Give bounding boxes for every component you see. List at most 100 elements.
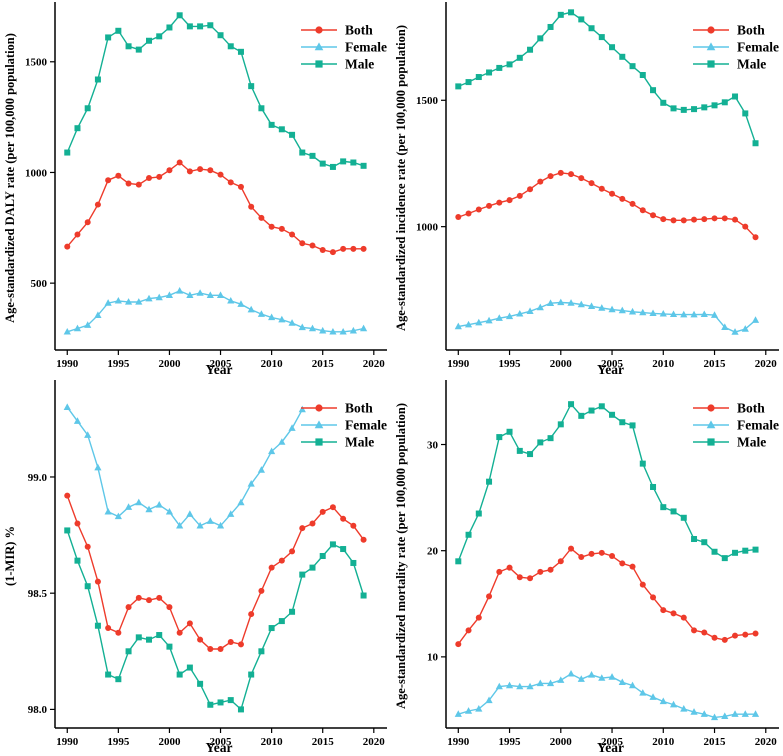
data-point-both (176, 629, 183, 636)
x-tick-label: 2005 (601, 358, 624, 370)
data-point-male (578, 16, 585, 23)
data-point-both (248, 611, 255, 618)
data-point-both (186, 620, 193, 627)
data-point-female (536, 303, 544, 311)
data-point-both (74, 231, 81, 238)
y-tick-label: 30 (427, 439, 439, 451)
data-point-female (649, 309, 657, 317)
data-point-male (105, 34, 112, 41)
series-line-female (458, 301, 756, 333)
data-point-male (299, 571, 306, 578)
data-point-male (146, 37, 153, 44)
data-point-male (309, 564, 316, 571)
data-point-female (349, 326, 357, 334)
data-point-male (186, 23, 193, 30)
data-point-male (156, 632, 163, 639)
y-tick-label: 1000 (25, 167, 48, 179)
data-point-female (278, 315, 286, 323)
data-point-female (257, 310, 266, 317)
legend-square-marker (315, 60, 323, 68)
data-point-male (125, 43, 132, 50)
data-point-female (165, 507, 174, 515)
data-point-female (247, 480, 255, 487)
data-point-male (115, 676, 122, 683)
data-point-male (496, 434, 503, 441)
data-point-male (578, 412, 585, 419)
data-point-male (639, 460, 646, 467)
incidence-rate-plot: 1000 1500 1990 1995 2000 2005 2010 2015 2020 Year… (391, 0, 783, 378)
data-point-female (278, 438, 286, 445)
data-point-male (156, 33, 163, 40)
data-point-both (537, 178, 544, 185)
mortality-rate-plot: 10 20 30 1990 1995 2000 2005 2010 2015 2020 Year Ag… (391, 378, 783, 756)
legend-triangle-marker (706, 42, 716, 51)
x-tick-label: 2005 (601, 736, 624, 748)
data-point-both (105, 625, 112, 632)
x-tick-label: 2000 (550, 358, 573, 370)
legend-label-female: Female (737, 418, 779, 433)
data-point-female (104, 299, 112, 306)
data-point-male (609, 411, 616, 418)
data-point-male (691, 536, 698, 543)
data-point-male (248, 83, 255, 90)
data-point-both (660, 216, 667, 223)
y-tick-label: 1000 (416, 221, 439, 233)
data-point-female (464, 320, 473, 328)
data-point-male (496, 64, 503, 71)
data-point-female (639, 308, 647, 316)
data-point-female (104, 507, 112, 515)
series-line-female (66, 406, 303, 527)
data-point-both (289, 548, 296, 555)
data-point-male (197, 680, 204, 687)
data-point-female (63, 403, 71, 410)
data-point-male (721, 99, 728, 106)
series-line-female (67, 290, 364, 333)
data-point-male (340, 546, 347, 553)
legend-triangle-marker (314, 42, 324, 51)
data-point-female (516, 309, 524, 317)
data-point-both (557, 169, 564, 176)
chart-mortality-rate: 10 20 30 1990 1995 2000 2005 2010 2015 2020 Year Ag… (391, 378, 783, 756)
y-axis-title: Age-standardized DALY rate (per 100,000 … (3, 33, 17, 323)
data-point-male (732, 549, 739, 556)
data-point-female (659, 697, 667, 705)
data-point-male (248, 671, 255, 678)
data-point-male (207, 701, 214, 708)
data-point-female (587, 302, 596, 309)
data-point-female (196, 289, 204, 296)
data-point-both (166, 167, 173, 174)
legend-triangle-marker (706, 420, 716, 429)
data-point-female (298, 405, 306, 413)
data-point-male (227, 697, 234, 704)
data-point-both (125, 604, 132, 611)
data-point-female (216, 521, 225, 529)
data-point-female (731, 710, 739, 717)
data-point-female (454, 710, 462, 717)
x-axis-title: Year (597, 740, 624, 755)
data-point-female (751, 710, 760, 717)
data-point-male (289, 608, 296, 615)
series-both (64, 159, 367, 256)
data-point-both (248, 203, 255, 210)
data-point-female (577, 675, 585, 682)
data-point-both (125, 180, 132, 187)
data-point-male (105, 671, 112, 678)
data-point-both (578, 175, 585, 182)
data-point-female (288, 424, 296, 431)
chart-daly-rate: 500 1000 1500 1990 1995 2000 2005 2010 2015 2020 Y… (0, 0, 391, 378)
data-point-female (598, 304, 606, 311)
data-point-both (639, 207, 646, 214)
data-point-male (527, 46, 534, 53)
legend-label-both: Both (737, 401, 765, 416)
data-point-male (64, 149, 71, 156)
data-point-both (588, 550, 595, 557)
legend-label-female: Female (345, 40, 387, 55)
data-point-female (587, 671, 596, 678)
data-point-female (155, 500, 163, 508)
data-point-both (527, 186, 534, 193)
data-point-female (485, 696, 493, 704)
series-male (455, 401, 759, 565)
data-point-both (486, 593, 493, 600)
data-point-both (207, 645, 214, 652)
data-point-both (156, 173, 163, 180)
